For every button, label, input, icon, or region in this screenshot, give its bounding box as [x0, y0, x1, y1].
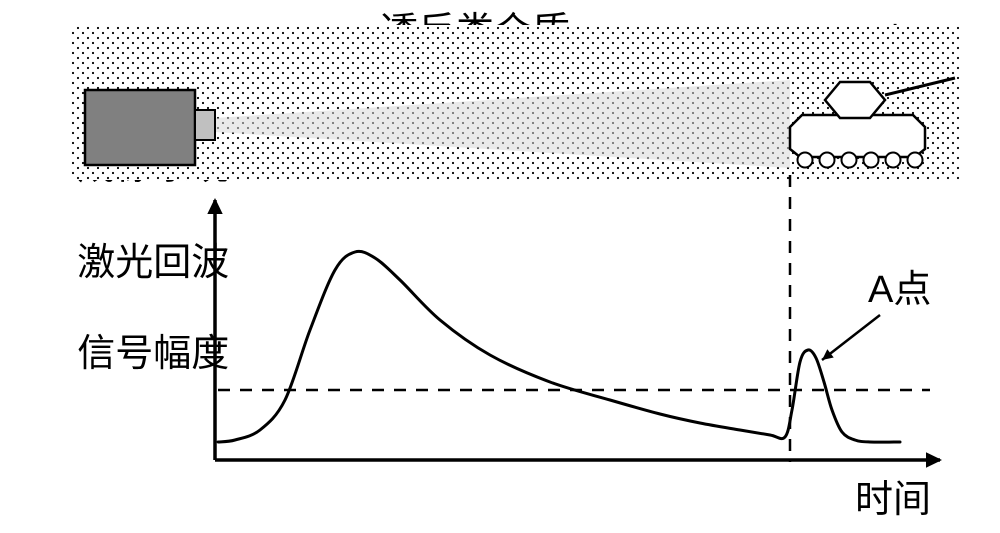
echo-waveform [218, 251, 900, 442]
laser-system-icon [85, 90, 195, 165]
point-a-arrow [822, 315, 880, 360]
diagram-root: 激光三维 成像系统 透反类介质 目标 激光回波 信号幅度 A点 时间 [0, 0, 1000, 533]
laser-muzzle-icon [195, 110, 215, 140]
diagram-svg [0, 0, 1000, 533]
x-axis-arrow-icon [926, 452, 942, 467]
y-axis-arrow-icon [207, 198, 222, 214]
